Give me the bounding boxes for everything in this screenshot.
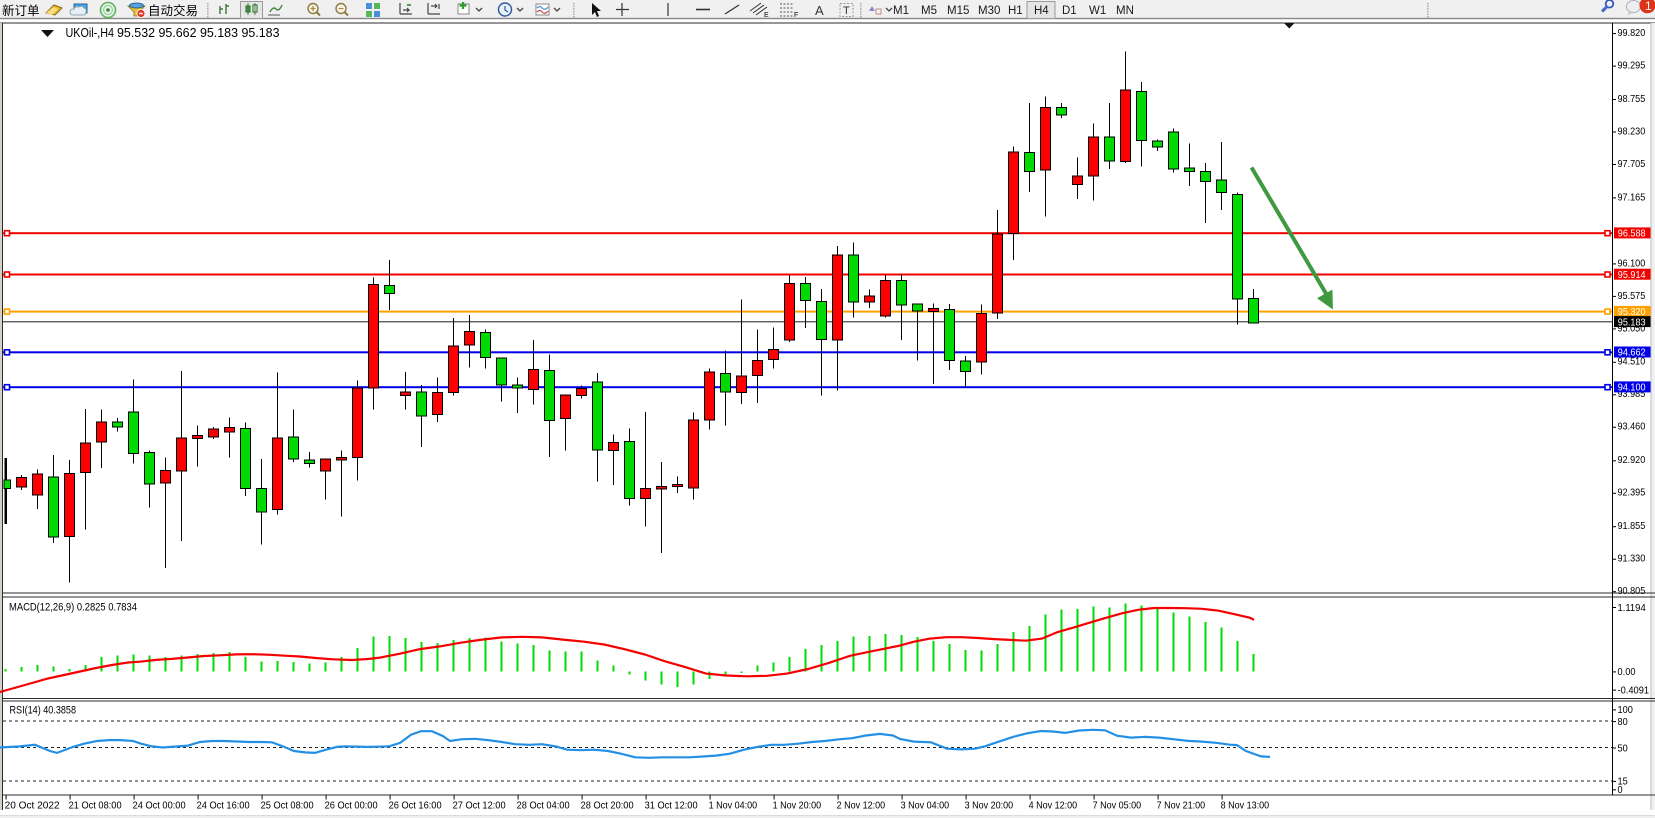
svg-text:新订单: 新订单 (2, 3, 40, 18)
svg-text:80: 80 (1618, 716, 1628, 728)
svg-text:28 Oct 20:00: 28 Oct 20:00 (581, 800, 634, 812)
svg-text:98.230: 98.230 (1618, 125, 1646, 137)
svg-text:1: 1 (1645, 0, 1652, 13)
svg-text:2 Nov 12:00: 2 Nov 12:00 (837, 800, 886, 812)
svg-text:UKOil-,H4: UKOil-,H4 (66, 26, 115, 40)
svg-text:MACD(12,26,9) 0.2825 0.7834: MACD(12,26,9) 0.2825 0.7834 (9, 602, 137, 614)
svg-text:90.805: 90.805 (1618, 585, 1646, 597)
svg-text:RSI(14) 40.3858: RSI(14) 40.3858 (10, 705, 77, 717)
svg-text:27 Oct 12:00: 27 Oct 12:00 (453, 800, 506, 812)
svg-text:0: 0 (1618, 784, 1623, 796)
svg-text:T: T (843, 5, 850, 17)
svg-text:91.330: 91.330 (1618, 553, 1646, 565)
svg-text:W1: W1 (1089, 5, 1106, 17)
svg-text:M5: M5 (921, 5, 937, 17)
svg-text:M1: M1 (893, 5, 909, 17)
svg-text:F: F (794, 12, 798, 19)
svg-text:99.295: 99.295 (1618, 60, 1646, 72)
svg-text:97.165: 97.165 (1618, 191, 1646, 203)
svg-text:1 Nov 20:00: 1 Nov 20:00 (773, 800, 822, 812)
svg-text:8 Nov 13:00: 8 Nov 13:00 (1221, 800, 1270, 812)
svg-text:94.510: 94.510 (1618, 356, 1646, 368)
svg-text:24 Oct 00:00: 24 Oct 00:00 (133, 800, 186, 812)
svg-text:0.00: 0.00 (1618, 666, 1636, 678)
svg-text:94.662: 94.662 (1618, 347, 1646, 359)
svg-text:95.183: 95.183 (1618, 316, 1646, 328)
svg-text:31 Oct 12:00: 31 Oct 12:00 (645, 800, 698, 812)
svg-text:E: E (764, 12, 769, 19)
svg-text:H4: H4 (1034, 5, 1049, 17)
svg-text:1 Nov 04:00: 1 Nov 04:00 (709, 800, 758, 812)
svg-text:91.855: 91.855 (1618, 520, 1646, 532)
svg-text:7 Nov 21:00: 7 Nov 21:00 (1157, 800, 1206, 812)
svg-text:95.575: 95.575 (1618, 290, 1646, 302)
svg-text:25 Oct 08:00: 25 Oct 08:00 (261, 800, 314, 812)
svg-text:92.395: 92.395 (1618, 487, 1646, 499)
svg-text:1.1194: 1.1194 (1618, 602, 1646, 614)
svg-text:50: 50 (1618, 742, 1628, 754)
svg-text:M30: M30 (978, 5, 1000, 17)
svg-text:26 Oct 00:00: 26 Oct 00:00 (325, 800, 378, 812)
svg-text:20 Oct 2022: 20 Oct 2022 (5, 800, 60, 812)
svg-text:28 Oct 04:00: 28 Oct 04:00 (517, 800, 570, 812)
svg-text:21 Oct 08:00: 21 Oct 08:00 (69, 800, 122, 812)
svg-text:96.100: 96.100 (1618, 257, 1646, 269)
svg-text:93.460: 93.460 (1618, 421, 1646, 433)
svg-text:95.532 95.662 95.183 95.183: 95.532 95.662 95.183 95.183 (117, 26, 280, 40)
svg-text:24 Oct 16:00: 24 Oct 16:00 (197, 800, 250, 812)
svg-text:99.820: 99.820 (1618, 27, 1646, 39)
svg-text:94.100: 94.100 (1618, 382, 1646, 394)
svg-text:4 Nov 12:00: 4 Nov 12:00 (1029, 800, 1078, 812)
svg-text:D1: D1 (1062, 5, 1077, 17)
svg-text:MN: MN (1116, 5, 1134, 17)
svg-text:15: 15 (1618, 776, 1628, 788)
svg-text:7 Nov 05:00: 7 Nov 05:00 (1093, 800, 1142, 812)
svg-text:A: A (815, 3, 824, 18)
svg-text:26 Oct 16:00: 26 Oct 16:00 (389, 800, 442, 812)
svg-text:98.755: 98.755 (1618, 93, 1646, 105)
svg-text:95.320: 95.320 (1618, 306, 1646, 318)
svg-text:自动交易: 自动交易 (148, 3, 198, 18)
svg-text:100: 100 (1618, 704, 1634, 716)
svg-text:M15: M15 (947, 5, 969, 17)
svg-text:96.588: 96.588 (1618, 228, 1646, 240)
svg-text:95.914: 95.914 (1618, 269, 1646, 281)
svg-text:-0.4091: -0.4091 (1618, 684, 1650, 696)
svg-text:92.920: 92.920 (1618, 454, 1646, 466)
svg-text:H1: H1 (1008, 5, 1023, 17)
svg-text:3 Nov 04:00: 3 Nov 04:00 (901, 800, 950, 812)
svg-text:3 Nov 20:00: 3 Nov 20:00 (965, 800, 1014, 812)
svg-text:97.705: 97.705 (1618, 158, 1646, 170)
